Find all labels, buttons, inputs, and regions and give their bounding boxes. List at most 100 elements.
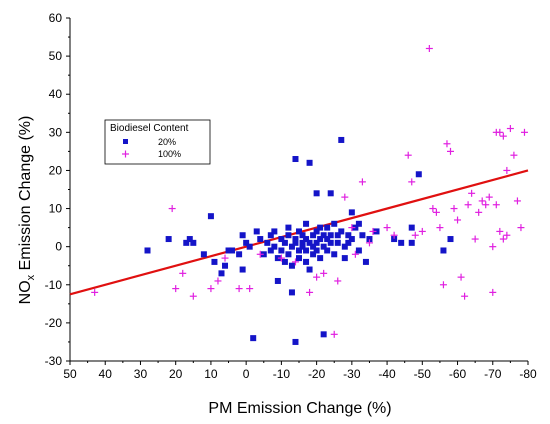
point-100 xyxy=(334,277,342,285)
x-tick-label: -80 xyxy=(519,367,537,381)
legend-title: Biodiesel Content xyxy=(110,123,189,134)
legend-label-100: 100% xyxy=(158,149,181,159)
point-20 xyxy=(274,255,281,262)
point-20 xyxy=(271,243,278,250)
point-20 xyxy=(260,251,267,258)
point-20 xyxy=(299,243,306,250)
point-20 xyxy=(366,236,373,243)
point-20 xyxy=(334,232,341,239)
point-100 xyxy=(475,208,483,216)
point-20 xyxy=(285,232,292,239)
point-20 xyxy=(278,236,285,243)
point-100 xyxy=(306,288,314,296)
legend-marker-20 xyxy=(123,139,128,144)
point-100 xyxy=(496,128,504,136)
point-20 xyxy=(345,239,352,246)
point-100 xyxy=(489,243,497,251)
point-20 xyxy=(299,232,306,239)
point-100 xyxy=(418,227,426,235)
point-20 xyxy=(415,171,422,178)
point-100 xyxy=(390,231,398,239)
point-100 xyxy=(214,277,222,285)
point-20 xyxy=(338,228,345,235)
point-20 xyxy=(338,136,345,143)
point-20 xyxy=(362,258,369,265)
point-20 xyxy=(239,232,246,239)
point-100 xyxy=(482,201,490,209)
point-100 xyxy=(492,201,500,209)
point-100 xyxy=(489,288,497,296)
point-20 xyxy=(165,236,172,243)
point-20 xyxy=(222,262,229,269)
point-20 xyxy=(253,228,260,235)
point-20 xyxy=(324,224,331,231)
point-100 xyxy=(369,227,377,235)
point-20 xyxy=(317,255,324,262)
y-tick-label: -10 xyxy=(45,278,63,292)
point-100 xyxy=(499,235,507,243)
point-20 xyxy=(292,239,299,246)
point-20 xyxy=(257,236,264,243)
point-20 xyxy=(398,239,405,246)
y-tick-label: 30 xyxy=(49,125,63,139)
x-tick-label: -10 xyxy=(273,367,291,381)
point-100 xyxy=(450,205,458,213)
point-100 xyxy=(277,254,285,262)
point-100 xyxy=(425,44,433,52)
point-20 xyxy=(285,251,292,258)
point-100 xyxy=(510,151,518,159)
point-100 xyxy=(235,285,243,293)
point-20 xyxy=(303,247,310,254)
point-20 xyxy=(348,236,355,243)
data-points-layer xyxy=(91,44,528,345)
point-20 xyxy=(281,239,288,246)
point-100 xyxy=(513,197,521,205)
point-20 xyxy=(281,258,288,265)
x-tick-label: 30 xyxy=(134,367,148,381)
point-100 xyxy=(207,285,215,293)
y-axis-title-subscript: x xyxy=(25,274,37,280)
y-tick-label: 60 xyxy=(49,11,63,25)
x-tick-label: -50 xyxy=(414,367,432,381)
point-20 xyxy=(274,277,281,284)
point-20 xyxy=(207,213,214,220)
y-axis-title: NOx Emission Change (%) xyxy=(17,116,37,305)
point-20 xyxy=(236,251,243,258)
x-tick-label: 0 xyxy=(243,367,250,381)
point-100 xyxy=(168,205,176,213)
x-tick-label: -70 xyxy=(484,367,502,381)
point-100 xyxy=(457,273,465,281)
y-axis-title-main: NO xyxy=(17,280,34,304)
point-20 xyxy=(352,224,359,231)
point-100 xyxy=(365,239,373,247)
point-100 xyxy=(320,269,328,277)
point-100 xyxy=(499,132,507,140)
point-20 xyxy=(183,239,190,246)
point-20 xyxy=(324,236,331,243)
point-20 xyxy=(327,239,334,246)
x-tick-label: -40 xyxy=(378,367,396,381)
point-20 xyxy=(218,270,225,277)
point-20 xyxy=(447,236,454,243)
point-100 xyxy=(517,224,525,232)
point-20 xyxy=(250,335,257,342)
point-20 xyxy=(324,247,331,254)
point-20 xyxy=(239,266,246,273)
point-20 xyxy=(267,232,274,239)
point-20 xyxy=(292,156,299,163)
point-100 xyxy=(436,224,444,232)
point-20 xyxy=(313,247,320,254)
x-tick-label: -20 xyxy=(308,367,326,381)
point-100 xyxy=(503,166,511,174)
x-axis-title: PM Emission Change (%) xyxy=(208,400,391,417)
point-20 xyxy=(288,243,295,250)
point-20 xyxy=(331,220,338,227)
point-20 xyxy=(306,239,313,246)
y-tick-label: -20 xyxy=(45,316,63,330)
point-100 xyxy=(432,208,440,216)
point-100 xyxy=(246,285,254,293)
point-20 xyxy=(296,247,302,254)
legend-label-20: 20% xyxy=(158,137,176,147)
point-100 xyxy=(439,281,447,289)
